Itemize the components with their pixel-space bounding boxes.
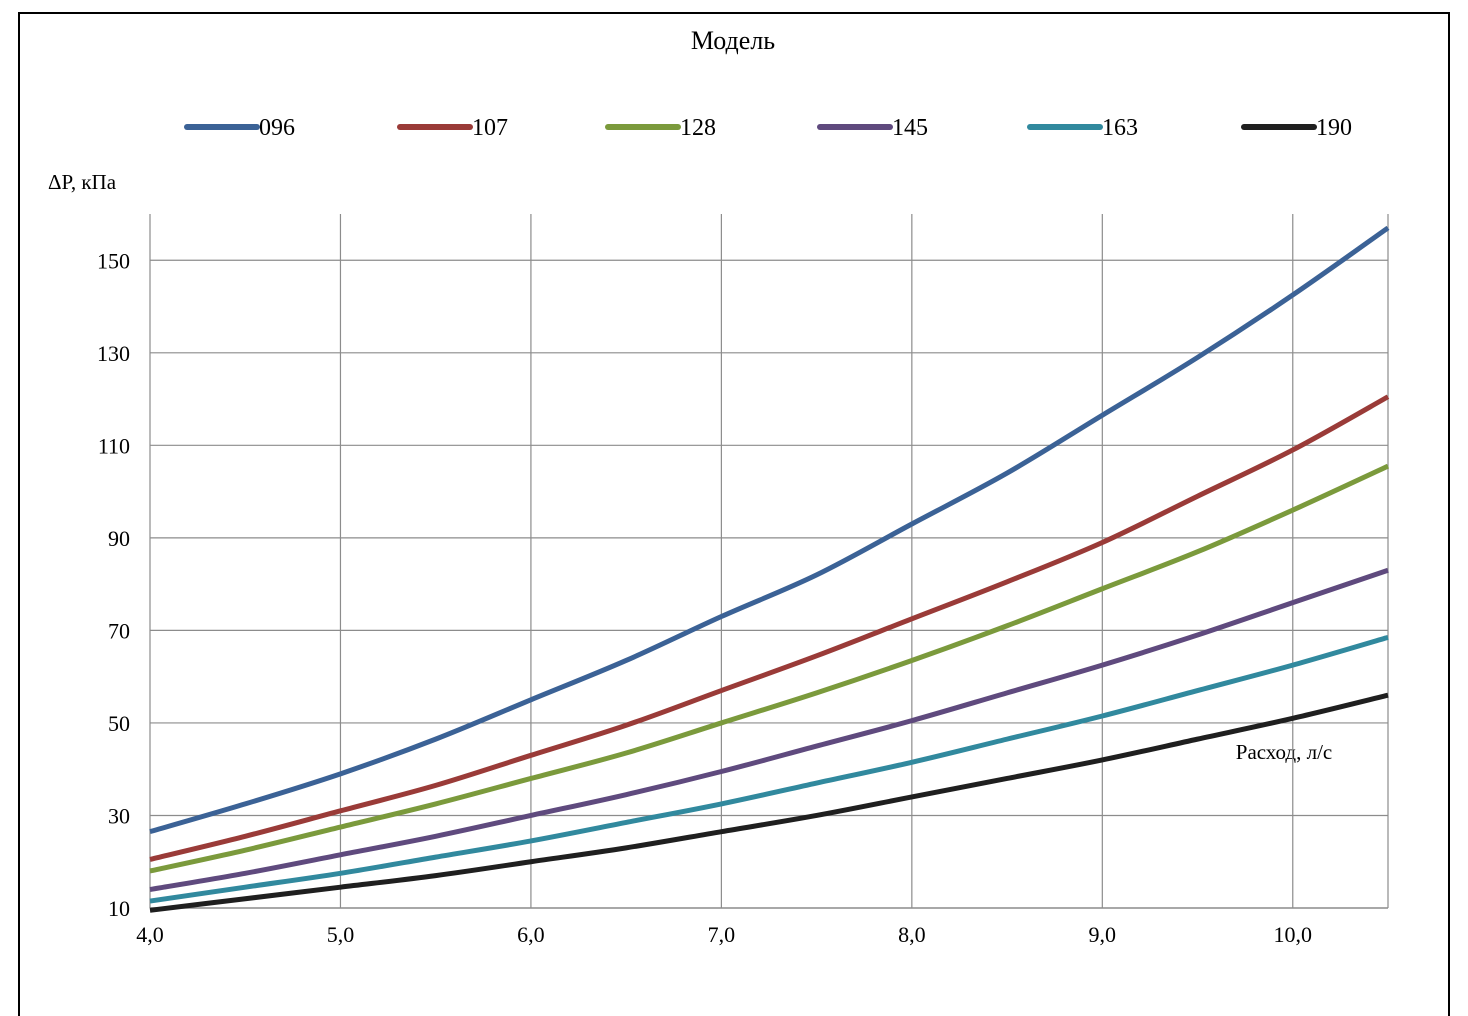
series-line-145 <box>149 567 1389 892</box>
chart-frame <box>18 12 1450 1016</box>
y-tick-label: 10 <box>108 896 130 921</box>
x-tick-label: 10,0 <box>1274 922 1313 947</box>
legend-label-163: 163 <box>1102 115 1138 141</box>
y-axis-label: ΔP, кПа <box>48 170 117 194</box>
series-line-128 <box>149 463 1390 874</box>
chart-title: Модель <box>691 26 775 55</box>
y-tick-label: 30 <box>108 803 130 828</box>
x-tick-label: 5,0 <box>327 922 355 947</box>
series-line-190 <box>149 692 1389 913</box>
series-line-163 <box>149 634 1389 904</box>
x-tick-label: 6,0 <box>517 922 545 947</box>
x-axis-label: Расход, л/с <box>1236 740 1332 764</box>
series-line-096 <box>149 225 1390 835</box>
legend-label-096: 096 <box>259 115 295 141</box>
legend: 096 107 128 145 163 190 <box>184 115 1352 141</box>
grid <box>149 214 1389 909</box>
legend-label-145: 145 <box>892 115 928 141</box>
x-tick-label: 7,0 <box>708 922 736 947</box>
x-tick-label: 8,0 <box>898 922 926 947</box>
y-tick-label: 150 <box>97 248 130 273</box>
y-tick-label: 50 <box>108 711 130 736</box>
y-tick-label: 70 <box>108 618 130 643</box>
series-line-107 <box>149 394 1390 862</box>
legend-label-128: 128 <box>680 115 716 141</box>
y-tick-label: 130 <box>97 341 130 366</box>
legend-label-190: 190 <box>1316 115 1352 141</box>
y-tick-label: 90 <box>108 526 130 551</box>
x-tick-label: 4,0 <box>136 922 164 947</box>
y-tick-labels: 10 30 50 70 90 110 130 150 <box>97 248 130 921</box>
series-lines <box>149 225 1390 913</box>
x-tick-label: 9,0 <box>1089 922 1117 947</box>
y-tick-label: 110 <box>98 433 130 458</box>
x-tick-labels: 4,0 5,0 6,0 7,0 8,0 9,0 10,0 <box>136 922 1312 947</box>
legend-label-107: 107 <box>472 115 508 141</box>
